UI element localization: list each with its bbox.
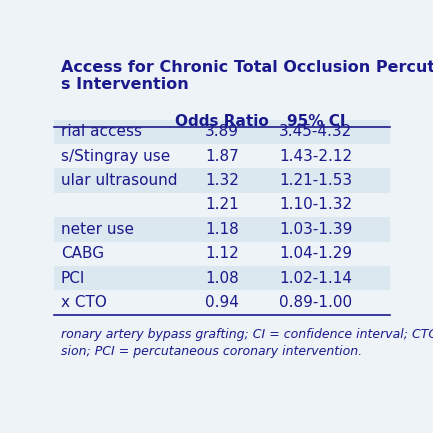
Text: sion; PCI = percutaneous coronary intervention.: sion; PCI = percutaneous coronary interv…	[61, 345, 362, 358]
Text: Access for Chronic Total Occlusion Percutaneou: Access for Chronic Total Occlusion Percu…	[61, 60, 433, 75]
Text: 1.43-2.12: 1.43-2.12	[279, 149, 352, 164]
Text: 95% CI: 95% CI	[287, 113, 345, 129]
Text: 1.21-1.53: 1.21-1.53	[279, 173, 352, 188]
FancyBboxPatch shape	[54, 120, 390, 144]
Text: neter use: neter use	[61, 222, 134, 237]
Text: 1.04-1.29: 1.04-1.29	[279, 246, 352, 261]
Text: 1.02-1.14: 1.02-1.14	[279, 271, 352, 285]
Text: 1.32: 1.32	[205, 173, 239, 188]
Text: 1.08: 1.08	[205, 271, 239, 285]
Text: 1.21: 1.21	[205, 197, 239, 213]
Text: 1.03-1.39: 1.03-1.39	[279, 222, 352, 237]
Text: 3.89: 3.89	[205, 124, 239, 139]
Text: ular ultrasound: ular ultrasound	[61, 173, 178, 188]
Text: 1.10-1.32: 1.10-1.32	[279, 197, 352, 213]
Text: 1.12: 1.12	[205, 246, 239, 261]
FancyBboxPatch shape	[54, 266, 390, 290]
FancyBboxPatch shape	[54, 217, 390, 242]
Text: 3.45-4.32: 3.45-4.32	[279, 124, 352, 139]
Text: s Intervention: s Intervention	[61, 77, 189, 92]
Text: Odds Ratio: Odds Ratio	[175, 113, 269, 129]
FancyBboxPatch shape	[54, 168, 390, 193]
Text: 1.18: 1.18	[205, 222, 239, 237]
Text: ronary artery bypass grafting; CI = confidence interval; CTC: ronary artery bypass grafting; CI = conf…	[61, 328, 433, 341]
Text: CABG: CABG	[61, 246, 104, 261]
Text: s/Stingray use: s/Stingray use	[61, 149, 170, 164]
Text: PCI: PCI	[61, 271, 85, 285]
Text: 1.87: 1.87	[205, 149, 239, 164]
Text: 0.94: 0.94	[205, 295, 239, 310]
Text: x CTO: x CTO	[61, 295, 107, 310]
Text: rial access: rial access	[61, 124, 142, 139]
Text: 0.89-1.00: 0.89-1.00	[279, 295, 352, 310]
